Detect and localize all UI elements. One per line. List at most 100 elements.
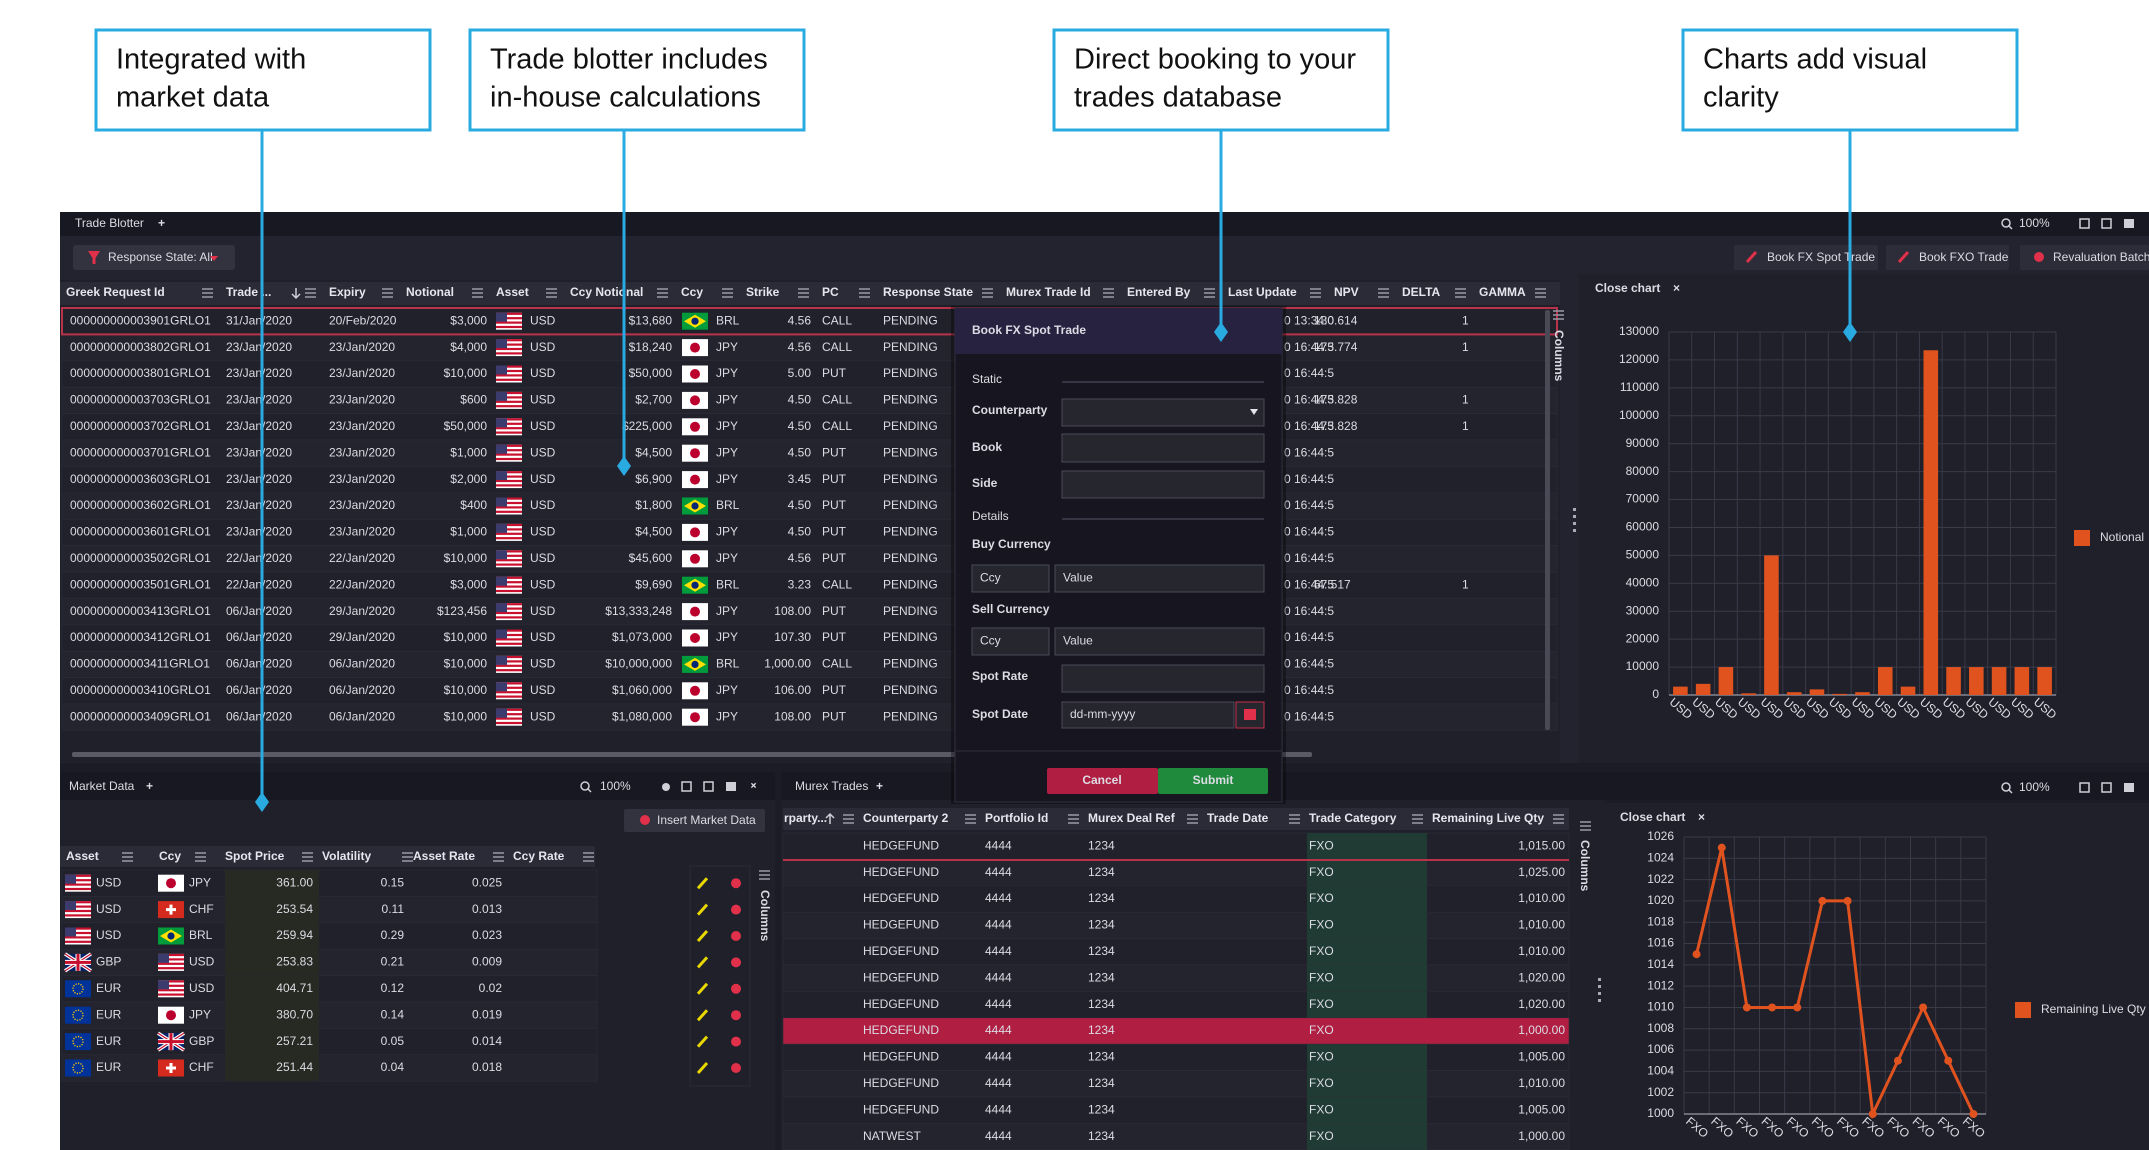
market-row[interactable] bbox=[61, 948, 598, 976]
close-chart-button[interactable]: Close chart bbox=[1620, 810, 1685, 824]
blotter-row[interactable] bbox=[61, 307, 1558, 335]
input-placeholder[interactable]: Ccy bbox=[980, 634, 1001, 648]
delete-icon[interactable] bbox=[731, 983, 741, 994]
murex-row[interactable] bbox=[782, 885, 1570, 913]
filter-button-text[interactable]: Response State: All bbox=[108, 250, 213, 264]
close-chart-button[interactable]: Close chart bbox=[1595, 281, 1660, 295]
column-header[interactable]: DELTA bbox=[1402, 285, 1441, 299]
edit-icon[interactable] bbox=[696, 929, 709, 943]
columns-tab[interactable]: Columns bbox=[758, 890, 772, 942]
columns-tab[interactable]: Columns bbox=[1578, 840, 1592, 892]
blotter-row[interactable] bbox=[61, 650, 1558, 678]
delete-icon[interactable] bbox=[731, 957, 741, 968]
add-tab-button[interactable]: + bbox=[146, 779, 153, 793]
column-header[interactable]: Volatility bbox=[322, 849, 371, 863]
edit-icon[interactable] bbox=[696, 956, 709, 969]
action-button-text[interactable]: Revaluation Batch bbox=[2053, 250, 2149, 264]
murex-row[interactable] bbox=[782, 1123, 1570, 1150]
column-header[interactable]: Spot Price bbox=[225, 849, 285, 863]
column-header[interactable]: Ccy Rate bbox=[513, 849, 565, 863]
columns-tab[interactable]: Columns bbox=[1552, 330, 1566, 382]
market-row[interactable] bbox=[61, 1028, 598, 1056]
blotter-row[interactable] bbox=[61, 571, 1558, 599]
legend-swatch[interactable] bbox=[2074, 530, 2090, 546]
column-header[interactable]: Counterparty 2 bbox=[863, 811, 949, 825]
column-header[interactable]: Response State bbox=[883, 285, 973, 299]
market-row[interactable] bbox=[61, 922, 598, 950]
zoom-level[interactable]: 100% bbox=[2019, 780, 2050, 794]
legend-label[interactable]: Remaining Live Qty bbox=[2041, 1002, 2146, 1016]
cancel-button-text[interactable]: Cancel bbox=[1082, 773, 1121, 787]
murex-row[interactable] bbox=[782, 991, 1570, 1019]
edit-icon[interactable] bbox=[696, 1035, 709, 1048]
close-chart-icon[interactable]: × bbox=[1698, 810, 1705, 824]
column-header[interactable]: Greek Request Id bbox=[66, 285, 165, 299]
murex-row[interactable] bbox=[782, 859, 1570, 887]
submit-button[interactable] bbox=[1158, 768, 1268, 794]
column-header[interactable]: Portfolio Id bbox=[985, 811, 1048, 825]
murex-row[interactable] bbox=[782, 1043, 1570, 1071]
market-row[interactable] bbox=[61, 975, 598, 1003]
action-button[interactable] bbox=[1734, 245, 1878, 270]
close-chart-icon[interactable]: × bbox=[1673, 281, 1680, 295]
column-header[interactable]: Asset bbox=[496, 285, 529, 299]
submit-button-text[interactable]: Submit bbox=[1193, 773, 1234, 787]
filter-button[interactable] bbox=[73, 245, 235, 270]
column-header[interactable]: NPV bbox=[1334, 285, 1359, 299]
delete-icon[interactable] bbox=[731, 931, 741, 941]
add-tab-button[interactable]: + bbox=[876, 779, 883, 793]
edit-icon[interactable] bbox=[696, 903, 709, 916]
murex-row[interactable] bbox=[782, 1070, 1570, 1098]
blotter-row[interactable] bbox=[61, 492, 1558, 520]
input-field[interactable] bbox=[971, 627, 1050, 656]
column-header[interactable]: Asset bbox=[66, 849, 99, 863]
blotter-row[interactable] bbox=[61, 334, 1558, 362]
column-header[interactable]: Entered By bbox=[1127, 285, 1191, 299]
delete-icon[interactable] bbox=[731, 904, 741, 915]
column-header[interactable]: Remaining Live Qty bbox=[1432, 811, 1544, 825]
column-header[interactable]: Trade ... bbox=[226, 285, 271, 299]
input-field[interactable] bbox=[1061, 398, 1265, 427]
column-header[interactable]: Notional bbox=[406, 285, 454, 299]
input-field[interactable] bbox=[1061, 664, 1265, 693]
input-field[interactable] bbox=[1054, 627, 1265, 656]
column-header[interactable]: Asset Rate bbox=[413, 849, 475, 863]
column-header[interactable]: GAMMA bbox=[1479, 285, 1526, 299]
delete-icon[interactable] bbox=[731, 1063, 741, 1073]
edit-icon[interactable] bbox=[696, 1009, 709, 1022]
edit-icon[interactable] bbox=[696, 1061, 709, 1075]
edit-icon[interactable] bbox=[696, 877, 709, 890]
legend-swatch[interactable] bbox=[2015, 1002, 2031, 1018]
market-row[interactable] bbox=[61, 896, 598, 924]
market-row[interactable] bbox=[61, 869, 598, 897]
action-button-text[interactable]: Book FXO Trade bbox=[1919, 250, 2009, 264]
column-header[interactable]: Ccy bbox=[159, 849, 181, 863]
vertical-scrollbar[interactable] bbox=[1545, 310, 1550, 730]
column-header[interactable]: PC bbox=[822, 285, 839, 299]
input-field[interactable] bbox=[1061, 470, 1265, 499]
input-placeholder[interactable]: dd-mm-yyyy bbox=[1070, 707, 1135, 721]
add-tab-button[interactable]: + bbox=[158, 216, 165, 230]
input-placeholder[interactable]: Value bbox=[1063, 571, 1093, 585]
input-placeholder[interactable]: Value bbox=[1063, 634, 1093, 648]
column-header[interactable]: Murex Trade Id bbox=[1006, 285, 1091, 299]
blotter-row[interactable] bbox=[61, 624, 1558, 652]
column-header[interactable]: Murex Deal Ref bbox=[1088, 811, 1176, 825]
input-field[interactable] bbox=[1061, 433, 1265, 463]
blotter-row[interactable] bbox=[61, 386, 1558, 414]
column-header[interactable]: Ccy bbox=[681, 285, 703, 299]
column-header[interactable]: Trade Date bbox=[1207, 811, 1269, 825]
blotter-row[interactable] bbox=[61, 466, 1558, 494]
cancel-button[interactable] bbox=[1047, 768, 1158, 794]
delete-icon[interactable] bbox=[731, 1010, 741, 1021]
murex-row[interactable] bbox=[782, 964, 1570, 992]
murex-row[interactable] bbox=[782, 1096, 1570, 1124]
delete-icon[interactable] bbox=[731, 1036, 741, 1047]
legend-label[interactable]: Notional bbox=[2100, 530, 2144, 544]
blotter-row[interactable] bbox=[61, 703, 1558, 731]
input-field[interactable] bbox=[1054, 564, 1265, 593]
insert-button[interactable] bbox=[624, 809, 765, 832]
column-header[interactable]: Strike bbox=[746, 285, 780, 299]
murex-row[interactable] bbox=[782, 938, 1570, 966]
input-placeholder[interactable]: Ccy bbox=[980, 571, 1001, 585]
